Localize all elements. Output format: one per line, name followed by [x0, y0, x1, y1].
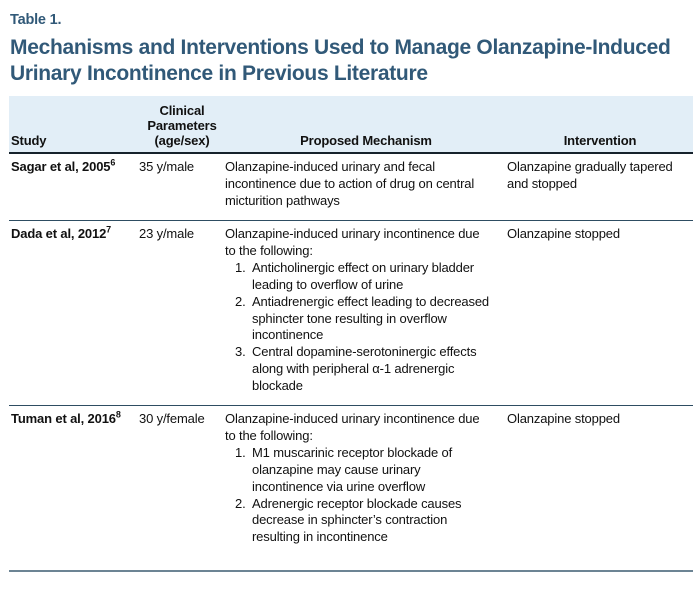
- clinical-parameters-cell: 30 y/female: [139, 411, 205, 427]
- mechanism-list: Anticholinergic effect on urinary bladde…: [225, 260, 493, 395]
- intervention-cell: Olanzapine stopped: [507, 226, 620, 242]
- table-row: Tuman et al, 20168 30 y/female Olanzapin…: [9, 405, 693, 570]
- page: Table 1. Mechanisms and Interventions Us…: [0, 0, 698, 572]
- mechanism-list-item: Antiadrenergic effect leading to decreas…: [249, 294, 493, 345]
- mechanism-list-item: Central dopamine-serotoninergic effects …: [249, 344, 493, 395]
- reference-superscript: 8: [115, 409, 121, 420]
- intervention-cell: Olanzapine stopped: [507, 411, 620, 427]
- table-row: Dada et al, 20127 23 y/male Olanzapine-i…: [9, 220, 693, 405]
- study-cell: Sagar et al, 20056: [9, 159, 139, 210]
- literature-table: Study Clinical Parameters (age/sex) Prop…: [9, 95, 693, 573]
- clinical-parameters-cell: 23 y/male: [139, 226, 195, 242]
- mechanism-list-item: Adrenergic receptor blockade causes decr…: [249, 496, 493, 547]
- mechanism-intro: Olanzapine-induced urinary incontinence …: [225, 226, 480, 259]
- column-header-clinical-parameters: Clinical Parameters (age/sex): [147, 102, 217, 148]
- table-title: Mechanisms and Interventions Used to Man…: [10, 36, 671, 85]
- mechanism-intro: Olanzapine-induced urinary incontinence …: [225, 411, 480, 443]
- study-name: Dada et al, 2012: [11, 226, 107, 242]
- intervention-cell: Olanzapine gradually tapered and stopped: [507, 159, 673, 192]
- clinical-parameters-cell: 35 y/male: [139, 159, 195, 175]
- study-name: Sagar et al, 2005: [11, 159, 111, 175]
- mechanism-list-item: M1 muscarinic receptor blockade of olanz…: [249, 445, 493, 496]
- mechanism-list: M1 muscarinic receptor blockade of olanz…: [225, 445, 493, 546]
- table-row: Sagar et al, 20056 35 y/male Olanzapine-…: [9, 154, 693, 220]
- study-cell: Tuman et al, 20168: [9, 409, 139, 546]
- mechanism-text: Olanzapine-induced urinary and fecal inc…: [225, 159, 475, 209]
- reference-superscript: 7: [106, 224, 112, 235]
- reference-superscript: 6: [110, 158, 116, 169]
- column-header-proposed-mechanism: Proposed Mechanism: [300, 132, 432, 148]
- study-name: Tuman et al, 2016: [11, 411, 116, 427]
- mechanism-cell: Olanzapine-induced urinary and fecal inc…: [225, 159, 507, 210]
- table-number-label: Table 1.: [10, 12, 62, 28]
- study-cell: Dada et al, 20127: [9, 224, 139, 395]
- table-header-row: Study Clinical Parameters (age/sex) Prop…: [9, 95, 693, 155]
- mechanism-list-item: Anticholinergic effect on urinary bladde…: [249, 260, 493, 294]
- mechanism-cell: Olanzapine-induced urinary incontinence …: [225, 411, 507, 546]
- column-header-study: Study: [11, 132, 47, 148]
- mechanism-cell: Olanzapine-induced urinary incontinence …: [225, 226, 507, 395]
- column-header-intervention: Intervention: [563, 132, 637, 148]
